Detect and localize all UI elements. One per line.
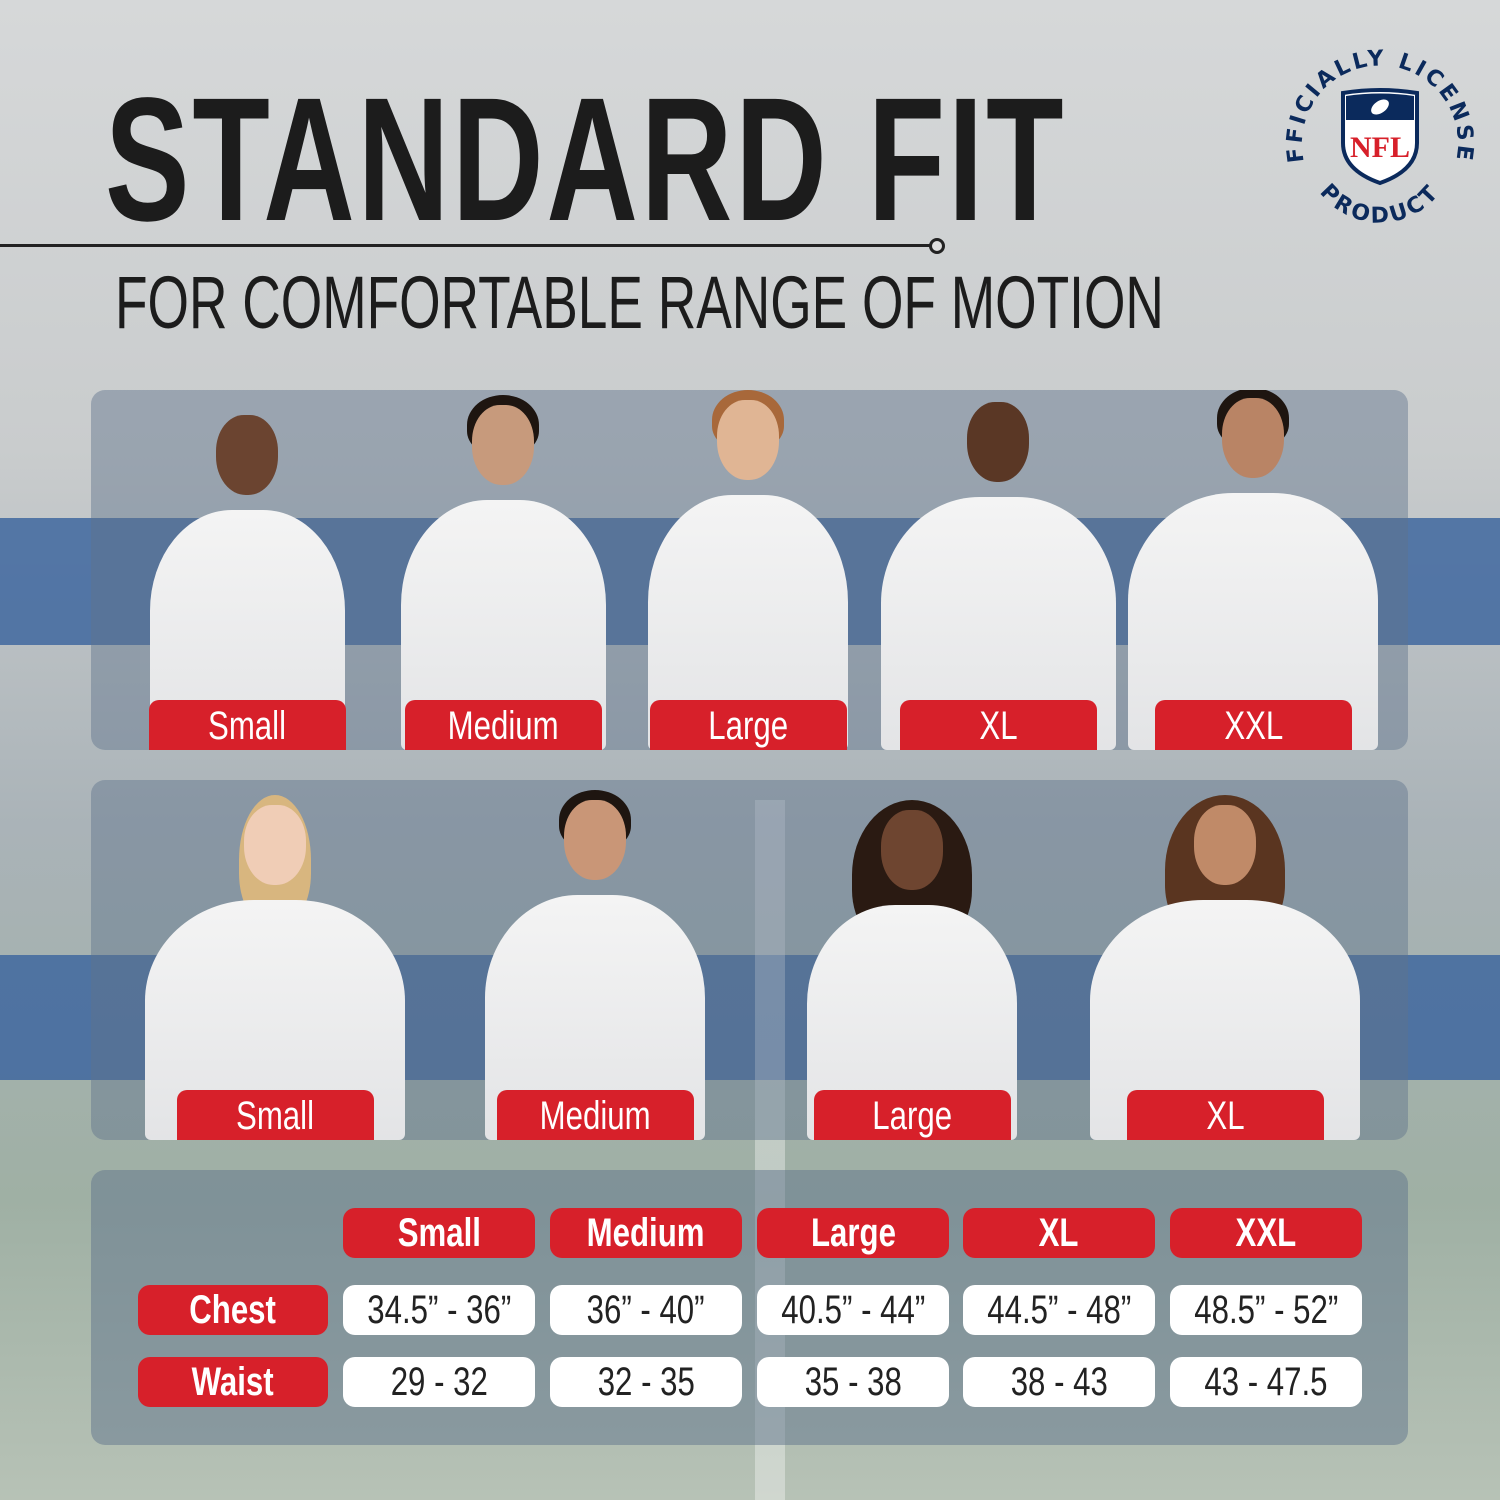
undefined-size-label-medium: Medium (497, 1090, 694, 1140)
undefined-size-label-xl: XL (900, 700, 1097, 750)
nfl-licensed-badge: OFFICIALLY LICENSED PRODUCT NFL (1275, 35, 1474, 229)
undefined-model-large (648, 390, 848, 750)
face (881, 810, 943, 890)
undefined-model-small (145, 780, 405, 1140)
svg-text:PRODUCT: PRODUCT (1315, 179, 1445, 228)
face (1222, 398, 1284, 478)
undefined-model-large (807, 780, 1017, 1140)
undefined-size-label-large: Large (650, 700, 847, 750)
page-title: STANDARD FIT (105, 62, 1067, 258)
undefined-size-label-medium: Medium (405, 700, 602, 750)
chest-large: 40.5” - 44” (757, 1285, 949, 1335)
chest-xl: 44.5” - 48” (963, 1285, 1155, 1335)
column-header-xl: XL (963, 1208, 1155, 1258)
waist-large: 35 - 38 (757, 1357, 949, 1407)
column-header-medium: Medium (550, 1208, 742, 1258)
face (717, 400, 779, 480)
undefined-model-xxl (1128, 390, 1378, 750)
divider-end-dot (929, 238, 945, 254)
badge-bottom-text: PRODUCT (1315, 179, 1442, 228)
face (244, 805, 306, 885)
undefined-model-medium (485, 780, 705, 1140)
divider (0, 244, 932, 247)
undefined-model-xl (880, 390, 1116, 750)
face (472, 405, 534, 485)
undefined-model-xl (1090, 780, 1360, 1140)
column-header-xxl: XXL (1170, 1208, 1362, 1258)
page-subtitle: FOR COMFORTABLE RANGE OF MOTION (115, 261, 1164, 344)
waist-medium: 32 - 35 (550, 1357, 742, 1407)
undefined-size-label-small: Small (177, 1090, 374, 1140)
face (216, 415, 278, 495)
face (1194, 805, 1256, 885)
undefined-size-label-small: Small (149, 700, 346, 750)
row-label-chest: Chest (138, 1285, 328, 1335)
nfl-logo-text: NFL (1350, 131, 1410, 164)
undefined-size-label-xl: XL (1127, 1090, 1324, 1140)
size-chart-panel: Small Medium Large XL XXL Chest 34.5” - … (91, 1170, 1408, 1445)
men-models-panel: Small Medium Large XL XXL (91, 390, 1408, 750)
face (967, 402, 1029, 482)
nfl-shield-icon: NFL (1341, 88, 1419, 186)
women-models-panel: Small Medium Large XL (91, 780, 1408, 1140)
undefined-model-small (149, 390, 345, 750)
chest-small: 34.5” - 36” (343, 1285, 535, 1335)
waist-xxl: 43 - 47.5 (1170, 1357, 1362, 1407)
undefined-model-medium (400, 390, 606, 750)
waist-xl: 38 - 43 (963, 1357, 1155, 1407)
undefined-size-label-xxl: XXL (1155, 700, 1352, 750)
undefined-size-label-large: Large (814, 1090, 1011, 1140)
column-header-small: Small (343, 1208, 535, 1258)
chest-xxl: 48.5” - 52” (1170, 1285, 1362, 1335)
column-header-large: Large (757, 1208, 949, 1258)
chest-medium: 36” - 40” (550, 1285, 742, 1335)
waist-small: 29 - 32 (343, 1357, 535, 1407)
face (564, 800, 626, 880)
row-label-waist: Waist (138, 1357, 328, 1407)
